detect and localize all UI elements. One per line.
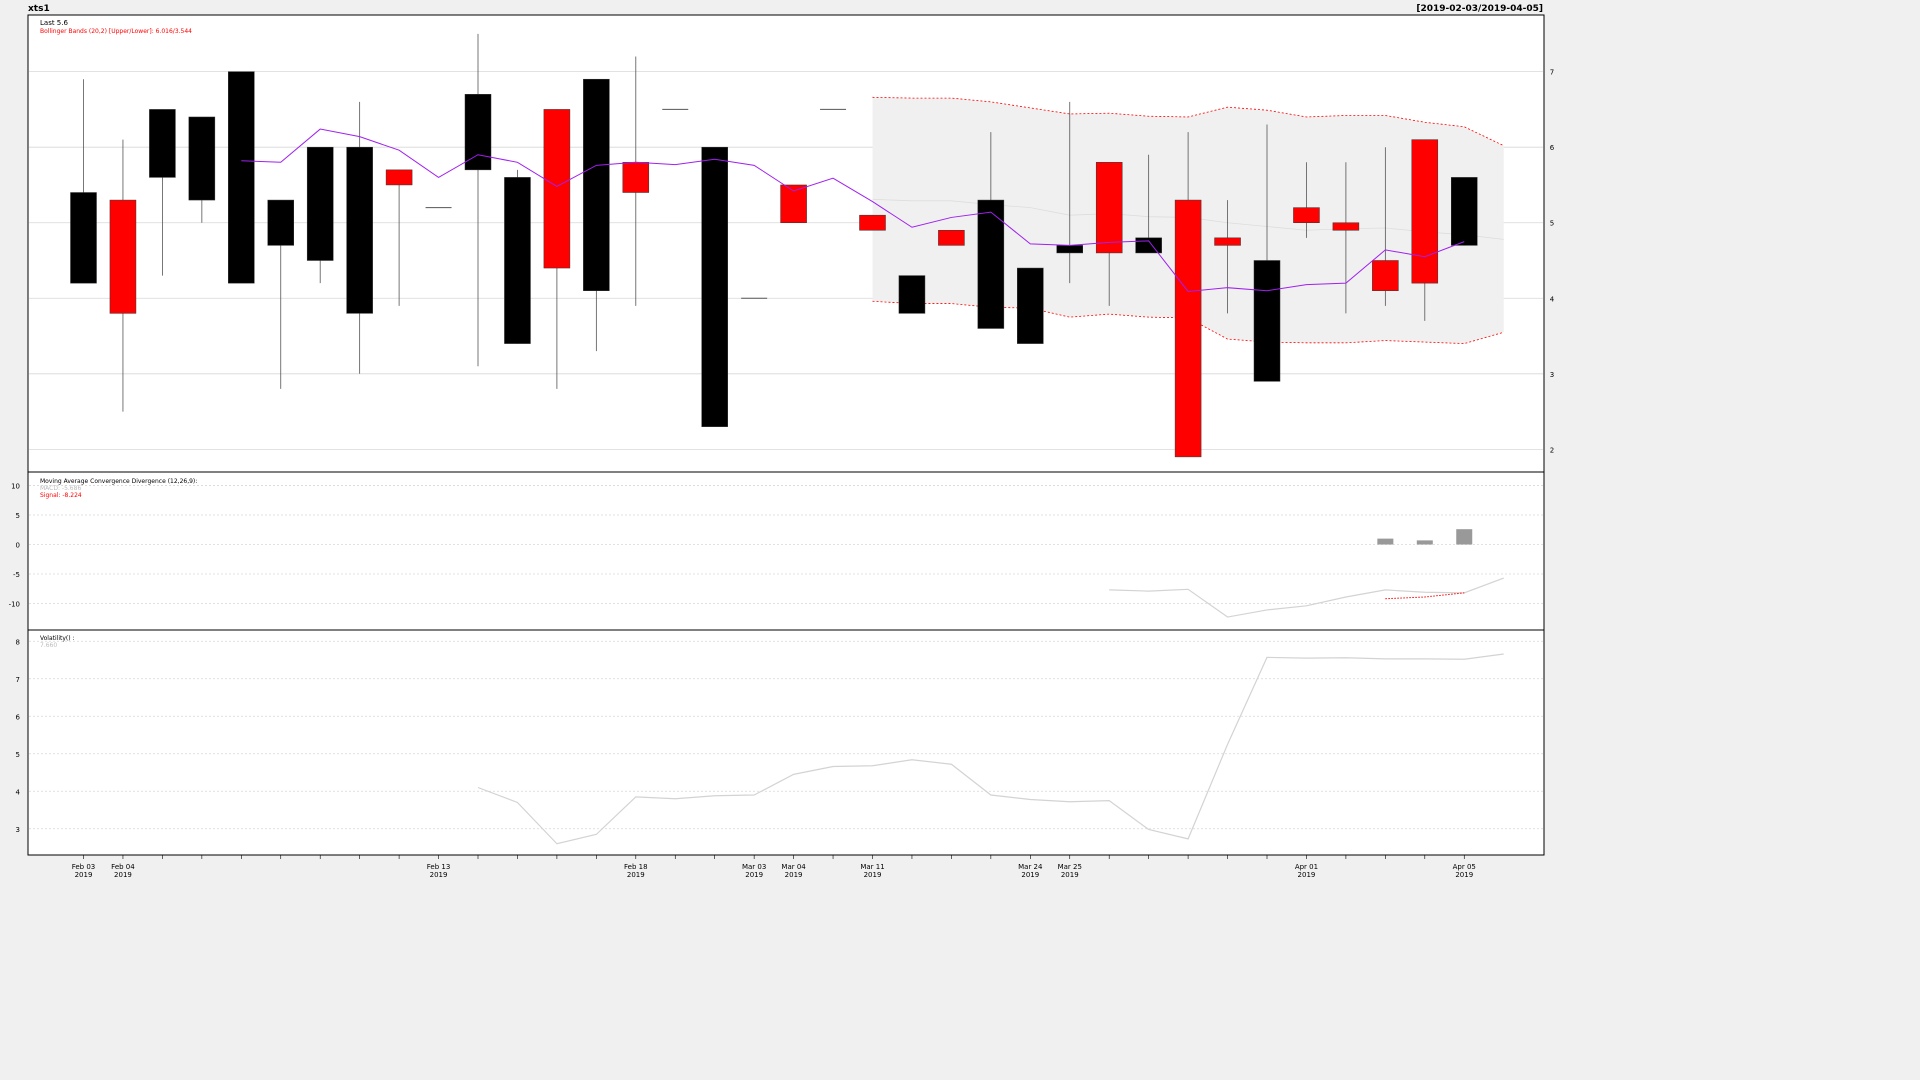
candle-body (898, 275, 926, 314)
x-tick-year: 2019 (627, 871, 645, 879)
x-tick-label: Feb 03 (72, 863, 96, 871)
x-tick-year: 2019 (785, 871, 803, 879)
legend-macd-value: MACD: -5.686 (40, 485, 81, 492)
candle-body (1253, 260, 1281, 382)
candle-body (1451, 177, 1478, 246)
x-tick-year: 2019 (114, 871, 132, 879)
macd-marks: -10 -5 0 5 10 (9, 483, 1543, 618)
candle-body (1372, 260, 1399, 291)
candle-body (1214, 237, 1241, 246)
macd-histogram-bar (1416, 540, 1433, 545)
y-tick-label: 5 (16, 512, 20, 520)
legend-signal-value: Signal: -8.224 (40, 492, 82, 499)
y-tick-label: 6 (16, 713, 21, 721)
candle-body (385, 169, 413, 186)
candle-body (543, 109, 571, 269)
chart-title: xts1 (28, 4, 50, 14)
candle-body (1017, 267, 1044, 344)
candle-body (188, 116, 216, 201)
candle-body (1293, 207, 1320, 223)
macd-histogram-bar (1456, 529, 1473, 545)
legend-last: Last 5.6 (40, 19, 68, 27)
candle-body (504, 177, 531, 344)
x-tick-label: Apr 05 (1453, 863, 1476, 871)
x-tick-label: Feb 18 (624, 863, 648, 871)
candle-body (1411, 139, 1439, 284)
x-tick-year: 2019 (430, 871, 448, 879)
x-tick-year: 2019 (75, 871, 93, 879)
moving-average-line (241, 128, 1465, 292)
x-tick-label: Mar 03 (742, 863, 766, 871)
legend-volatility-value: 7.660 (40, 642, 57, 649)
candle-body (464, 94, 492, 171)
y-tick-label: 6 (1550, 144, 1555, 152)
x-tick-label: Feb 13 (427, 863, 451, 871)
y-tick-label: 4 (1550, 295, 1555, 303)
y-tick-label: 2 (1550, 446, 1554, 454)
price-marks: 2 3 4 5 6 7 (29, 33, 1555, 458)
candle-body (346, 146, 373, 314)
date-range: [2019-02-03/2019-04-05] (1416, 4, 1543, 14)
y-tick-label: -10 (9, 600, 20, 608)
volatility-line (477, 653, 1504, 845)
candle-body (70, 192, 97, 284)
candle-body (622, 162, 650, 193)
macd-histogram-bar (1377, 538, 1394, 545)
y-tick-label: 5 (1550, 220, 1554, 228)
macd-line (1109, 577, 1504, 618)
x-tick-year: 2019 (1061, 871, 1079, 879)
candle-body (1056, 245, 1083, 254)
candle-body (1332, 222, 1360, 231)
candle-body (1095, 162, 1123, 254)
candle-body (701, 146, 728, 427)
candle-body (977, 199, 1005, 329)
y-tick-label: -5 (13, 571, 20, 579)
y-tick-label: 0 (16, 542, 20, 550)
y-tick-label: 7 (16, 676, 20, 684)
y-tick-label: 10 (11, 483, 20, 491)
legend-macd-title: Moving Average Convergence Divergence (1… (40, 478, 197, 485)
candle-body (149, 109, 176, 178)
candle-body (1135, 237, 1162, 254)
x-tick-year: 2019 (745, 871, 763, 879)
x-tick-label: Mar 24 (1018, 863, 1043, 871)
volatility-marks: 3 4 5 6 7 8 (16, 638, 1543, 845)
candle-body (228, 71, 255, 284)
x-tick-year: 2019 (864, 871, 882, 879)
y-tick-label: 8 (16, 638, 20, 646)
x-tick-label: Mar 11 (860, 863, 884, 871)
x-tick-year: 2019 (1298, 871, 1316, 879)
x-tick-label: Apr 01 (1295, 863, 1318, 871)
x-tick-year: 2019 (1021, 871, 1039, 879)
x-tick-label: Feb 04 (111, 863, 135, 871)
bollinger-upper-line (872, 96, 1504, 147)
y-tick-label: 3 (1550, 371, 1554, 379)
y-tick-label: 5 (16, 751, 20, 759)
candle-body (583, 78, 610, 291)
y-tick-label: 7 (1550, 69, 1554, 77)
y-tick-label: 3 (16, 826, 20, 834)
x-tick-label: Mar 25 (1058, 863, 1082, 871)
candle-body (109, 199, 137, 314)
signal-line (1385, 592, 1465, 600)
legend-volatility-title: Volatility() : (40, 635, 75, 642)
y-tick-label: 4 (16, 788, 21, 796)
x-tick-year: 2019 (1455, 871, 1473, 879)
candle-body (938, 230, 965, 246)
legend-bbands: Bollinger Bands (20,2) [Upper/Lower]: 6.… (40, 28, 192, 35)
candle-body (267, 199, 294, 246)
candle-body (859, 214, 886, 231)
candle-body (1174, 199, 1202, 458)
x-tick-label: Mar 04 (781, 863, 806, 871)
candle-body (306, 146, 334, 261)
volatility-panel (27, 629, 1545, 856)
macd-panel (27, 471, 1545, 631)
